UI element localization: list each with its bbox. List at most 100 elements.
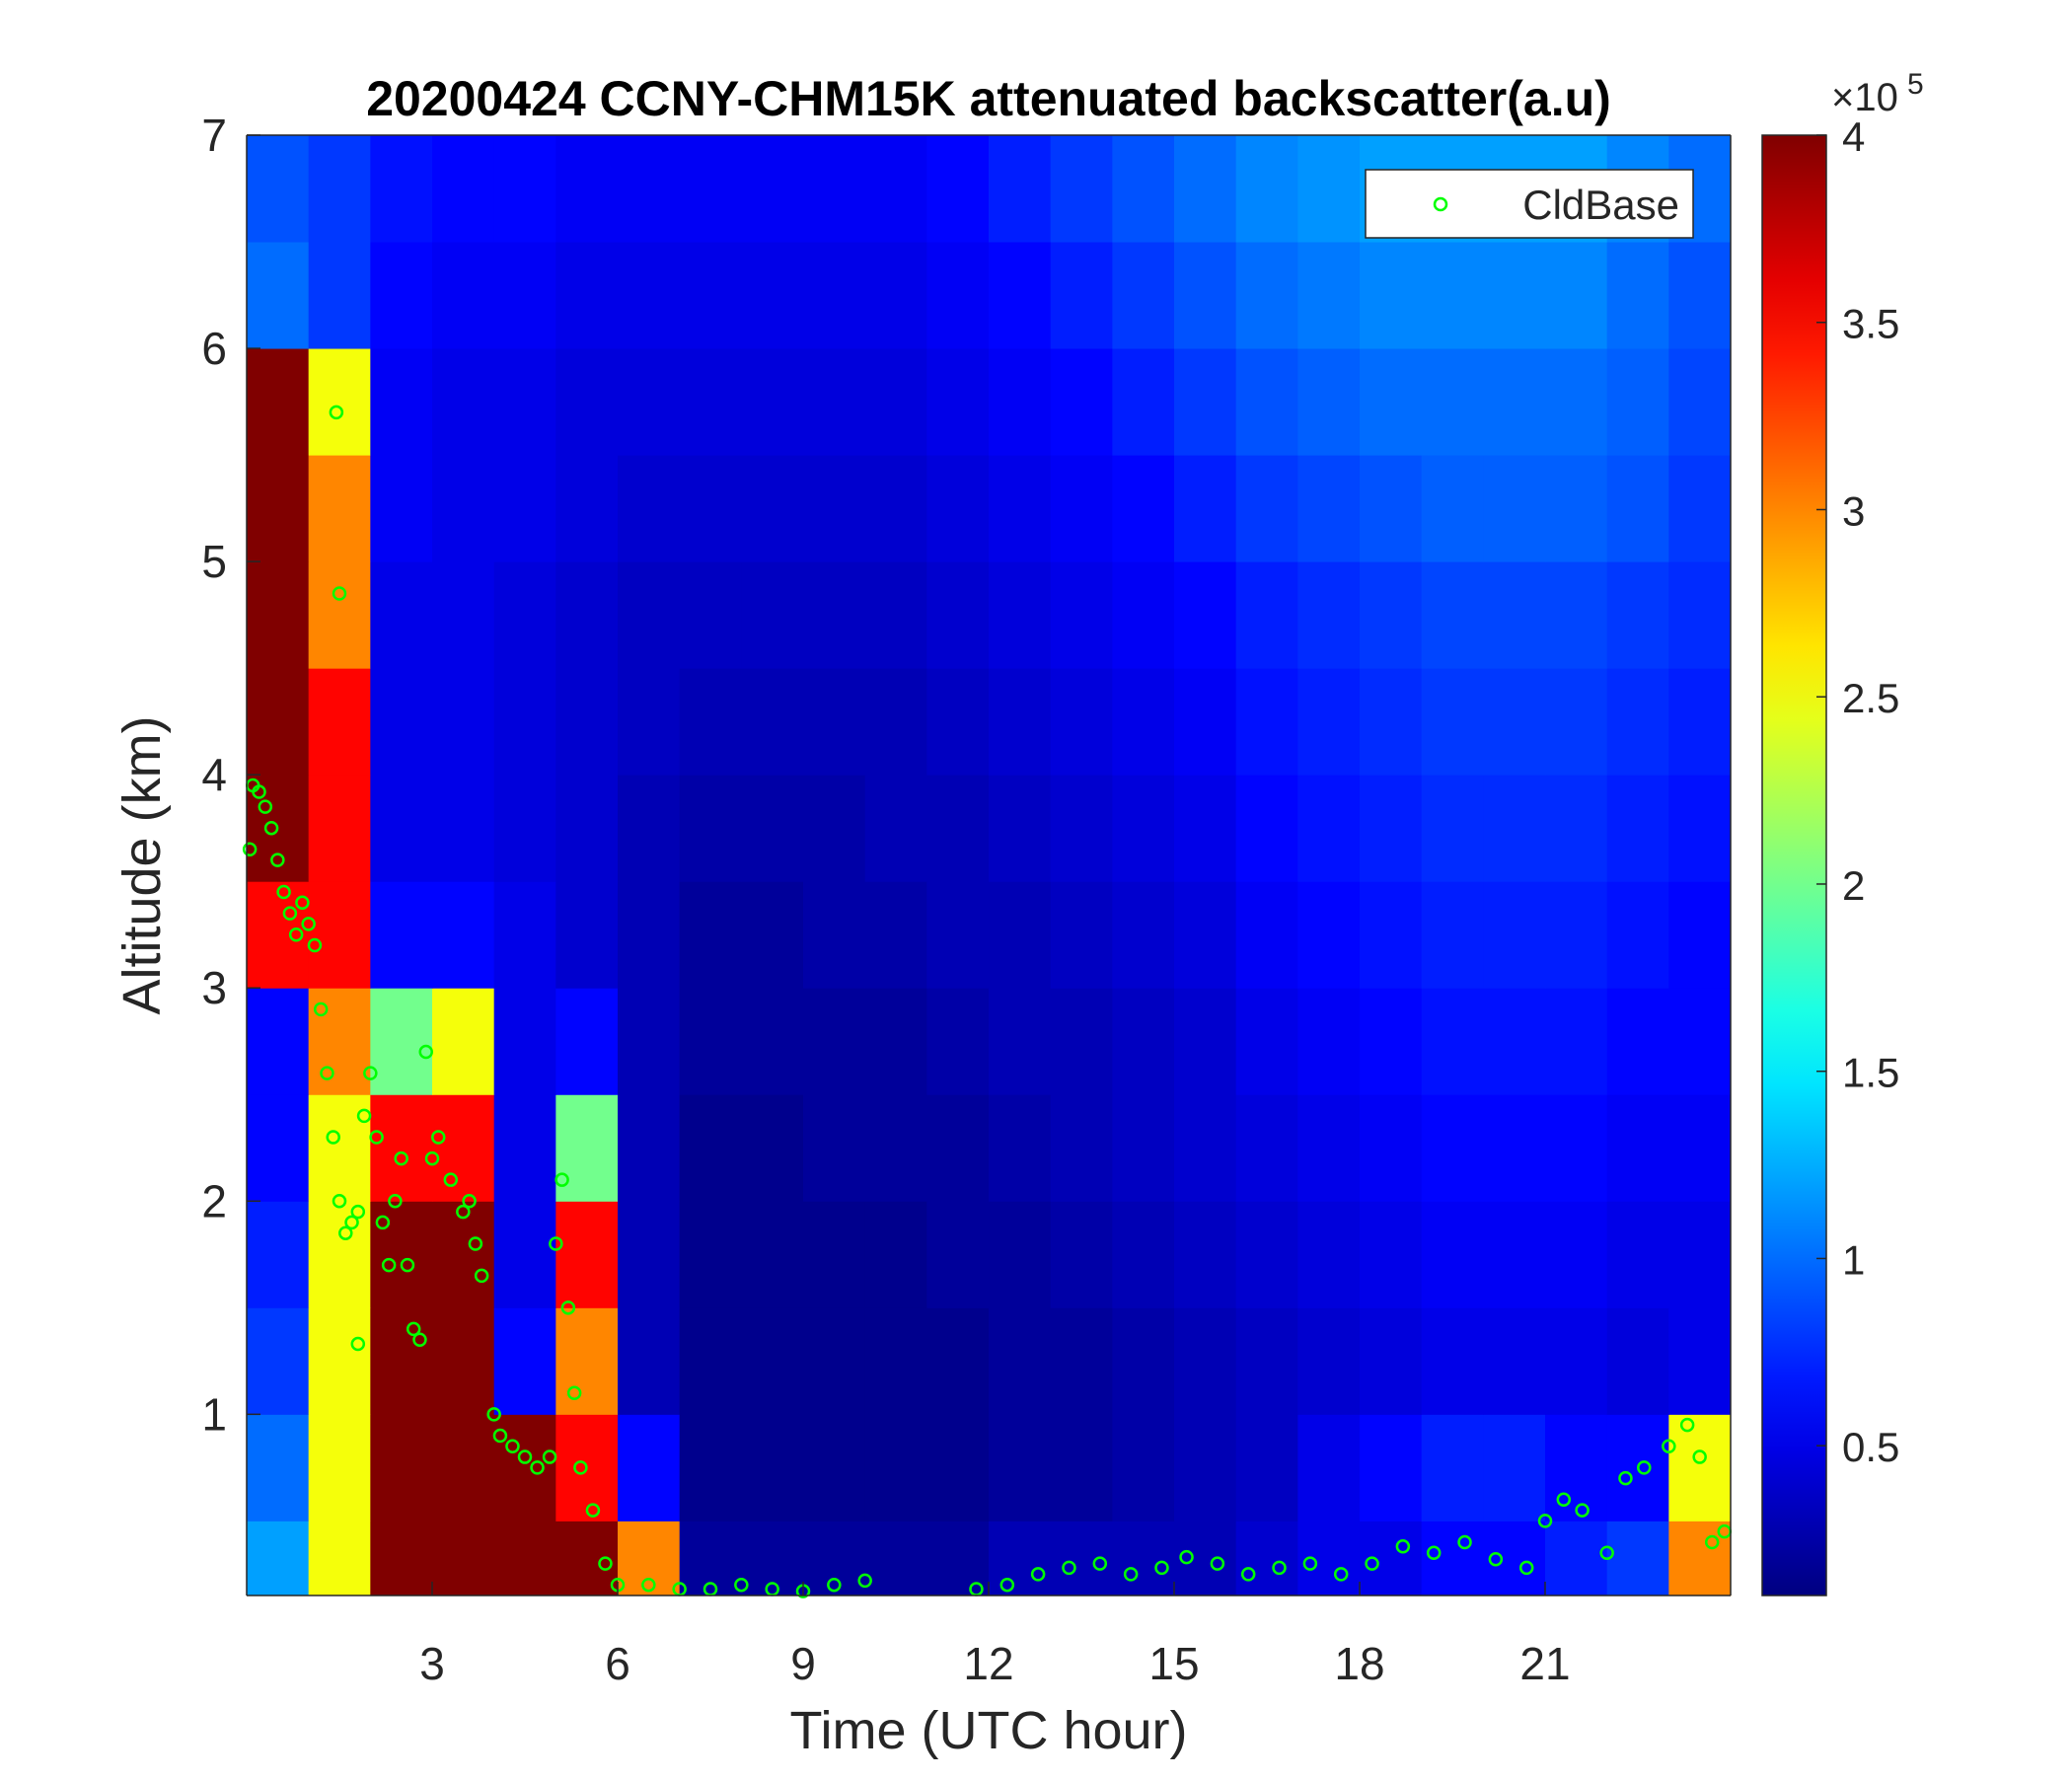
heat-cell	[493, 561, 556, 669]
heat-cell	[989, 455, 1052, 562]
heat-cell	[308, 135, 371, 243]
heat-cell	[493, 1307, 556, 1415]
heat-cell	[1050, 1094, 1113, 1202]
heat-cell	[679, 1414, 742, 1521]
heat-cell	[432, 1414, 495, 1521]
heat-cell	[926, 135, 990, 243]
cloud-base-point	[1179, 1549, 1194, 1565]
heat-cell	[679, 988, 742, 1095]
y-tick-label: 5	[201, 536, 227, 587]
heat-cell	[989, 988, 1052, 1095]
heat-cell	[989, 1094, 1052, 1202]
heat-cell	[618, 1414, 681, 1521]
heat-cell	[1668, 1414, 1732, 1521]
heat-cell	[493, 348, 556, 456]
heat-cell	[618, 1094, 681, 1202]
heat-cell	[1297, 1307, 1361, 1415]
x-tick-label: 9	[790, 1638, 816, 1689]
heat-cell	[1483, 1201, 1546, 1308]
colorbar	[1761, 134, 1827, 1596]
heat-cell	[1606, 1094, 1669, 1202]
heat-cell	[1235, 561, 1298, 669]
heat-cell	[864, 135, 927, 243]
heat-cell	[803, 1094, 866, 1202]
cloud-base-point	[1518, 1560, 1534, 1576]
heat-cell	[864, 775, 927, 882]
heat-cell	[555, 1201, 619, 1308]
cloud-base-point	[1365, 1556, 1379, 1571]
y-tick-label: 3	[201, 962, 227, 1013]
cloud-base-point	[1488, 1552, 1504, 1567]
colorbar-tick-label: 1.5	[1842, 1050, 1899, 1096]
heat-cell	[741, 1521, 804, 1596]
heat-cell	[1483, 455, 1546, 562]
heat-cell	[555, 988, 619, 1095]
heat-cell	[1235, 1521, 1298, 1596]
heat-cell	[1606, 668, 1669, 776]
heat-cell	[308, 242, 371, 349]
cloud-base-point	[326, 1130, 340, 1145]
cloud-base-point	[486, 1407, 501, 1422]
heat-cell	[1545, 1307, 1608, 1415]
cloud-base-point	[468, 1236, 483, 1251]
heat-cell	[741, 988, 804, 1095]
heat-cell	[989, 775, 1052, 882]
cloud-base-point	[1030, 1567, 1046, 1582]
heat-cell	[1483, 561, 1546, 669]
heat-cell	[618, 1521, 681, 1596]
cloud-base-point	[530, 1460, 545, 1475]
heat-cell	[493, 455, 556, 562]
cloud-base-point	[263, 820, 279, 836]
heat-cell	[1174, 881, 1237, 989]
heat-cell	[989, 1521, 1052, 1596]
heat-cell	[247, 455, 310, 562]
heat-cell	[1174, 1414, 1237, 1521]
x-tick-label: 6	[605, 1638, 630, 1689]
heat-cell	[432, 1201, 495, 1308]
heat-cell	[1235, 1094, 1298, 1202]
cloud-base-point	[1599, 1545, 1614, 1561]
heat-cell	[1050, 1201, 1113, 1308]
heat-cell	[1297, 561, 1361, 669]
heat-cell	[926, 881, 990, 989]
heat-cell	[741, 1414, 804, 1521]
heat-cell	[1050, 242, 1113, 349]
heat-cell	[926, 1201, 990, 1308]
cloud-base-point	[295, 895, 310, 911]
heat-cell	[803, 455, 866, 562]
heat-cell	[1112, 668, 1175, 776]
heat-cell	[432, 1094, 495, 1202]
heat-cell	[247, 988, 310, 1095]
heat-cell	[803, 1201, 866, 1308]
heat-cell	[1668, 1307, 1732, 1415]
heat-cell	[308, 561, 371, 669]
heat-cell	[1360, 348, 1423, 456]
heat-cell	[1668, 242, 1732, 349]
heat-cell	[618, 242, 681, 349]
heat-cell	[926, 455, 990, 562]
x-tick-label: 15	[1148, 1638, 1199, 1689]
cloud-base-point	[1333, 1567, 1349, 1582]
heat-cell	[1360, 1414, 1423, 1521]
cloud-base-point	[338, 1225, 353, 1240]
heat-cell	[864, 1521, 927, 1596]
cloud-base-point	[431, 1130, 446, 1145]
heat-cell	[370, 1414, 433, 1521]
heat-cell	[926, 1094, 990, 1202]
cloud-base-point	[406, 1321, 421, 1337]
heat-cell	[1483, 775, 1546, 882]
heat-cell	[1297, 668, 1361, 776]
heat-cell	[1483, 1414, 1546, 1521]
heat-cell	[1297, 881, 1361, 989]
heat-cell	[493, 775, 556, 882]
heat-cell	[1297, 348, 1361, 456]
heat-cell	[1606, 1521, 1669, 1596]
heat-cell	[1360, 561, 1423, 669]
heat-cell	[679, 1521, 742, 1596]
cloud-base-point	[369, 1130, 384, 1145]
cloud-base-point	[288, 927, 304, 942]
heat-cell	[247, 1094, 310, 1202]
heat-cell	[1360, 455, 1423, 562]
heat-cell	[370, 881, 433, 989]
